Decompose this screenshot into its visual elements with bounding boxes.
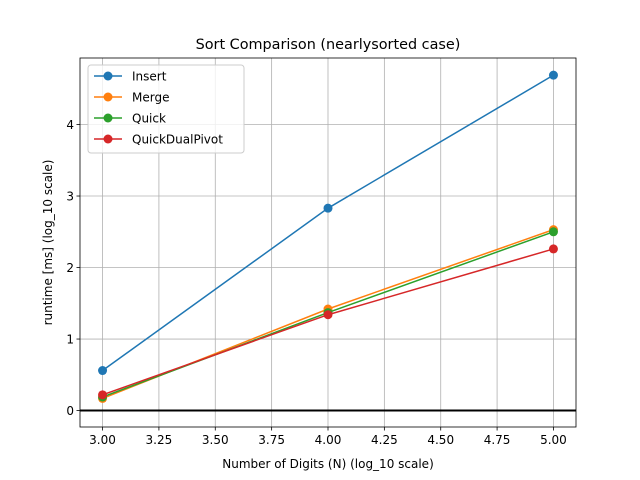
legend-label: QuickDualPivot [132, 133, 223, 147]
series-layer [98, 70, 558, 403]
x-tick-label: 3.25 [146, 433, 173, 447]
legend-item-merge: Merge [94, 91, 169, 105]
data-point [98, 366, 108, 376]
y-tick-label: 4 [66, 118, 74, 132]
legend-item-quick: Quick [94, 112, 166, 126]
x-tick-label: 4.00 [315, 433, 342, 447]
x-tick-label: 3.50 [202, 433, 229, 447]
legend-box [87, 64, 245, 154]
legend-label: Insert [132, 70, 167, 84]
data-point [548, 227, 558, 237]
data-point [98, 390, 108, 400]
series-insert [98, 70, 558, 376]
data-point [548, 70, 558, 80]
y-tick-label: 3 [66, 189, 74, 203]
x-tick-label: 3.00 [89, 433, 116, 447]
legend-swatch-marker [103, 71, 113, 81]
y-tick-label: 0 [66, 404, 74, 418]
y-tick-label: 2 [66, 261, 74, 275]
x-tick-label: 4.75 [484, 433, 511, 447]
data-point [323, 310, 333, 320]
series-quickdualpivot [98, 244, 558, 400]
x-tick-label: 3.75 [258, 433, 285, 447]
legend-swatch-marker [103, 113, 113, 123]
legend-swatch-marker [103, 92, 113, 102]
ticks: 3.00 3.25 3.50 3.75 4.00 4.25 4.50 4.75 5.00 0 1 2 3… [66, 118, 566, 447]
legend: Insert Merge Quick QuickDualPivot [87, 64, 245, 154]
data-point [323, 203, 333, 213]
legend-label: Merge [132, 91, 169, 105]
chart-title: Sort Comparison (nearlysorted case) [196, 37, 461, 53]
x-tick-label: 4.50 [427, 433, 454, 447]
legend-item-quickdualpivot: QuickDualPivot [94, 133, 223, 147]
legend-item-insert: Insert [94, 70, 167, 84]
x-tick-label: 4.25 [371, 433, 398, 447]
legend-swatch-marker [103, 134, 113, 144]
y-axis-title: runtime [ms] (log_10 scale) [41, 160, 55, 326]
x-tick-label: 5.00 [540, 433, 567, 447]
data-point [548, 244, 558, 254]
y-tick-label: 1 [66, 332, 74, 346]
legend-label: Quick [132, 112, 166, 126]
x-axis-title: Number of Digits (N) (log_10 scale) [222, 457, 434, 471]
